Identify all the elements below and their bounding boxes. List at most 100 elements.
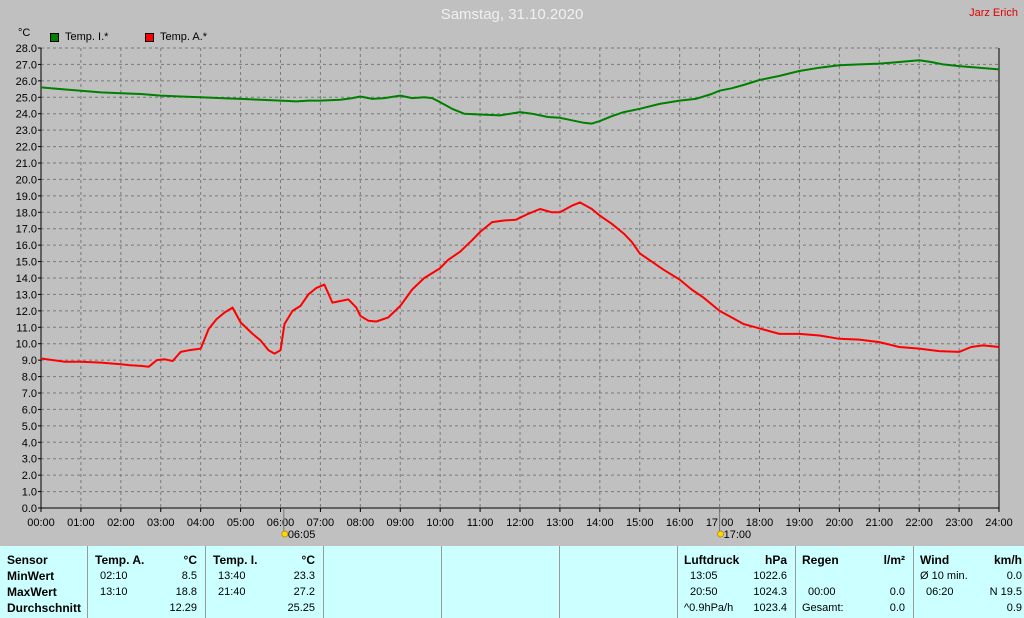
stats-wind-unit: km/h xyxy=(993,553,1022,567)
stats-wind-max-time: 06:20 xyxy=(926,586,954,598)
x-tick-label: 18:00 xyxy=(746,517,774,529)
x-tick-label: 12:00 xyxy=(506,517,534,529)
stats-temp-i-min-val: 23.3 xyxy=(293,570,315,582)
y-tick-label: 17.0 xyxy=(16,224,37,236)
y-tick-label: 24.0 xyxy=(16,109,37,121)
legend-swatch-temp-a xyxy=(145,32,154,42)
x-tick-label: 00:00 xyxy=(27,517,55,529)
stats-rain-time: 00:00 xyxy=(808,586,836,598)
x-tick-label: 09:00 xyxy=(386,517,414,529)
x-tick-label: 16:00 xyxy=(666,517,694,529)
stats-rain-total-label: Gesamt: xyxy=(802,602,844,614)
y-tick-label: 1.0 xyxy=(22,487,37,499)
stats-col-rain: Regen l/m² 00:00 0.0 Gesamt: 0.0 xyxy=(796,546,914,618)
x-tick-label: 14:00 xyxy=(586,517,614,529)
x-tick-label: 15:00 xyxy=(626,517,654,529)
stats-temp-i-min-time: 13:40 xyxy=(218,570,246,582)
y-tick-label: 15.0 xyxy=(16,257,37,269)
stats-col-pressure: Luftdruck hPa 13:05 1022.6 20:50 1024.3 … xyxy=(678,546,796,618)
y-tick-label: 3.0 xyxy=(22,454,37,466)
stats-row-min-label: MinWert xyxy=(7,569,55,583)
y-axis-unit: °C xyxy=(18,27,31,39)
stats-pressure-trend-val: 1023.4 xyxy=(753,602,787,614)
sun-marker-label: 06:05 xyxy=(288,529,316,541)
y-tick-label: 0.0 xyxy=(22,503,37,515)
y-tick-label: 14.0 xyxy=(16,273,37,285)
y-tick-label: 23.0 xyxy=(16,125,37,137)
legend-item-temp-a: Temp. A.* xyxy=(145,31,207,43)
x-tick-label: 03:00 xyxy=(147,517,175,529)
x-tick-label: 07:00 xyxy=(307,517,335,529)
stats-temp-a-min-time: 02:10 xyxy=(100,570,128,582)
x-tick-label: 21:00 xyxy=(865,517,893,529)
x-tick-label: 24:00 xyxy=(985,517,1013,529)
x-tick-label: 08:00 xyxy=(347,517,375,529)
y-tick-label: 13.0 xyxy=(16,289,37,301)
x-tick-label: 11:00 xyxy=(467,517,494,529)
x-tick-label: 02:00 xyxy=(107,517,135,529)
y-tick-label: 9.0 xyxy=(22,355,37,367)
y-tick-label: 4.0 xyxy=(22,437,37,449)
y-tick-label: 20.0 xyxy=(16,174,37,186)
stats-pressure-max-val: 1024.3 xyxy=(753,586,787,598)
y-tick-label: 16.0 xyxy=(16,240,37,252)
stats-col-empty-2 xyxy=(442,546,560,618)
y-tick-label: 6.0 xyxy=(22,404,37,416)
x-tick-label: 04:00 xyxy=(187,517,215,529)
chart-title: Samstag, 31.10.2020 xyxy=(440,6,584,23)
stats-col-temp-i: Temp. I. °C 13:40 23.3 21:40 27.2 25.25 xyxy=(206,546,324,618)
stats-col-empty-1 xyxy=(324,546,442,618)
stats-temp-i-unit: °C xyxy=(301,553,315,567)
stats-wind-header: Wind xyxy=(920,553,950,567)
author-label: Jarz Erich xyxy=(969,7,1018,19)
legend-swatch-temp-i xyxy=(50,32,59,42)
x-tick-label: 23:00 xyxy=(945,517,973,529)
y-tick-label: 21.0 xyxy=(16,158,37,170)
stats-pressure-min-time: 13:05 xyxy=(690,570,718,582)
x-tick-label: 05:00 xyxy=(227,517,255,529)
stats-temp-a-header: Temp. A. xyxy=(95,553,145,567)
stats-wind-avg-label: Ø 10 min. xyxy=(920,570,968,582)
stats-temp-i-max-time: 21:40 xyxy=(218,586,246,598)
stats-col-sensor: Sensor MinWert MaxWert Durchschnitt xyxy=(0,546,88,618)
x-tick-label: 13:00 xyxy=(546,517,574,529)
stats-pressure-min-val: 1022.6 xyxy=(753,570,787,582)
stats-pressure-max-time: 20:50 xyxy=(690,586,718,598)
stats-temp-a-max-time: 13:10 xyxy=(100,586,128,598)
y-tick-label: 18.0 xyxy=(16,207,37,219)
y-tick-label: 10.0 xyxy=(16,339,37,351)
stats-pressure-trend-label: ^0.9hPa/h xyxy=(684,602,734,614)
sun-marker-label: 17:00 xyxy=(724,529,752,541)
stats-wind-extra-val: 0.9 xyxy=(1006,602,1022,614)
sun-icon xyxy=(717,530,724,538)
y-tick-label: 22.0 xyxy=(16,142,37,154)
y-tick-label: 26.0 xyxy=(16,76,37,88)
stats-pressure-header: Luftdruck xyxy=(684,553,740,567)
legend-label-temp-a: Temp. A.* xyxy=(160,31,208,43)
y-tick-label: 5.0 xyxy=(22,421,37,433)
stats-rain-unit: l/m² xyxy=(883,553,905,567)
y-tick-label: 8.0 xyxy=(22,372,37,384)
stats-col-temp-a: Temp. A. °C 02:10 8.5 13:10 18.8 12.29 xyxy=(88,546,206,618)
stats-sensor-header: Sensor xyxy=(7,553,48,567)
x-tick-label: 01:00 xyxy=(67,517,95,529)
y-tick-label: 25.0 xyxy=(16,92,37,104)
stats-temp-a-max-val: 18.8 xyxy=(175,586,197,598)
stats-temp-i-max-val: 27.2 xyxy=(293,586,315,598)
y-tick-label: 12.0 xyxy=(16,306,37,318)
y-tick-label: 19.0 xyxy=(16,191,37,203)
x-tick-label: 20:00 xyxy=(826,517,854,529)
stats-row-avg-label: Durchschnitt xyxy=(7,601,82,615)
stats-wind-max-val: N 19.5 xyxy=(989,586,1022,598)
stats-table: Sensor MinWert MaxWert Durchschnitt Temp… xyxy=(0,546,1024,618)
y-tick-label: 7.0 xyxy=(22,388,37,400)
chart-area: 0.0 1.0 2.0 3.0 4.0 5.0 6.0 7.0 8.0 9.0 10.0 11.0 12… xyxy=(16,43,1013,541)
x-tick-label: 22:00 xyxy=(905,517,933,529)
legend-label-temp-i: Temp. I.* xyxy=(65,31,109,43)
stats-temp-i-avg: 25.25 xyxy=(287,602,315,614)
series-line-temp-i xyxy=(40,59,1000,125)
stats-temp-i-header: Temp. I. xyxy=(213,553,258,567)
stats-temp-a-unit: °C xyxy=(183,553,197,567)
stats-row-max-label: MaxWert xyxy=(7,585,57,599)
stats-rain-header: Regen xyxy=(802,553,839,567)
